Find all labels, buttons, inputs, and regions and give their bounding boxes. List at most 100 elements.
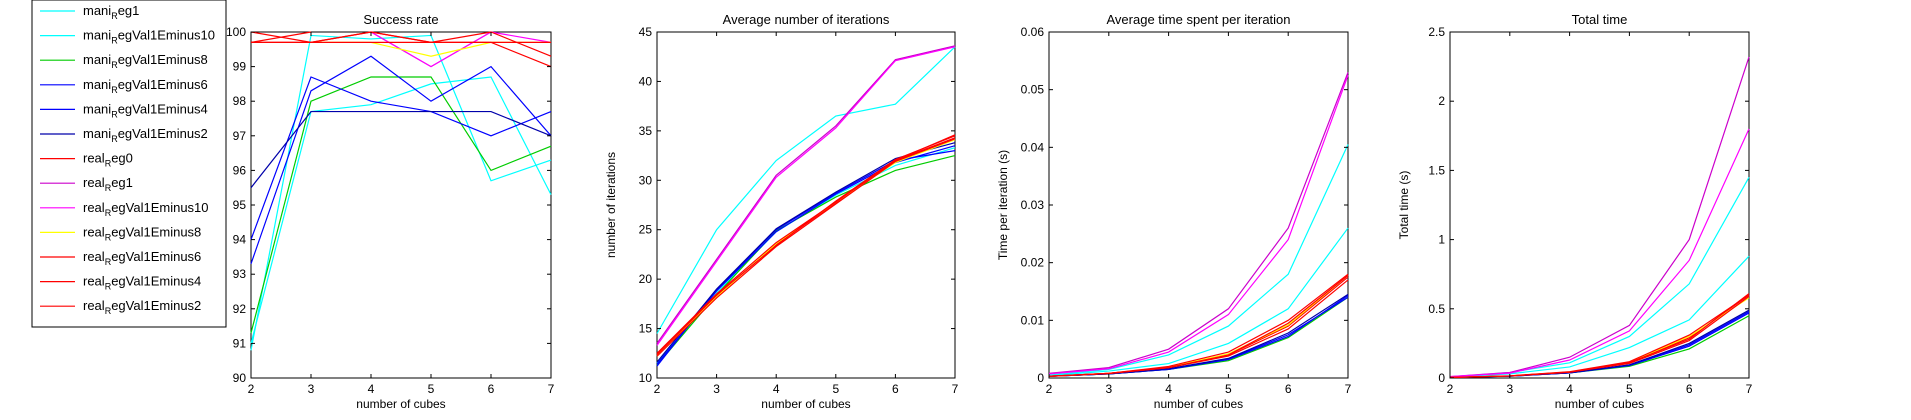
x-tick-label: 4 <box>1165 382 1172 396</box>
x-tick-label: 7 <box>1345 382 1352 396</box>
plot-area <box>656 31 956 379</box>
series-line-7 <box>656 137 956 356</box>
y-tick-label: 0 <box>1037 371 1044 385</box>
series-line-3 <box>250 76 552 334</box>
y-tick-label: 0.01 <box>1021 313 1045 327</box>
chart-title: Average number of iterations <box>723 12 890 27</box>
y-axis-label: Time per iteration (s) <box>996 150 1010 260</box>
plot-area <box>1449 31 1750 379</box>
x-tick-label: 2 <box>1046 382 1053 396</box>
series-line-13 <box>1449 294 1750 379</box>
x-tick-label: 5 <box>428 382 435 396</box>
y-tick-label: 25 <box>639 223 653 237</box>
legend-entry-label: maniRegVal1Eminus8 <box>83 52 208 70</box>
chart-1: 2 3 4 5 6 7 90 91 92 93 94 95 96 97 98 99 100 Success rat… <box>226 12 555 411</box>
x-tick-label: 3 <box>1506 382 1513 396</box>
x-tick-label: 7 <box>1746 382 1753 396</box>
y-tick-label: 30 <box>639 173 653 187</box>
series-line-5 <box>250 76 552 240</box>
x-tick-label: 4 <box>773 382 780 396</box>
series-line-10 <box>311 41 551 57</box>
y-tick-label: 0 <box>1438 371 1445 385</box>
x-tick-label: 2 <box>654 382 661 396</box>
legend-entry-label: realRegVal1Eminus2 <box>83 298 201 316</box>
y-tick-label: 1 <box>1438 233 1445 247</box>
series-line-8 <box>370 31 492 68</box>
legend-entry-label: realRegVal1Eminus4 <box>83 274 201 292</box>
legend-box <box>31 0 227 328</box>
series-line-10 <box>656 139 956 357</box>
series-line-9 <box>656 46 956 346</box>
series-line-13 <box>1048 274 1349 377</box>
x-axis-label: number of cubes <box>356 397 445 411</box>
x-tick-label: 6 <box>892 382 899 396</box>
legend-entry-label: maniRegVal1Eminus2 <box>83 126 208 144</box>
series-line-11 <box>656 135 956 355</box>
y-tick-label: 2.5 <box>1428 25 1445 39</box>
series-line-12 <box>656 138 956 357</box>
series-line-13 <box>251 31 552 68</box>
series-line-12 <box>250 31 552 57</box>
series-line-3 <box>656 154 956 366</box>
legend-entry-label: realRegVal1Eminus10 <box>83 200 209 218</box>
chart-title: Average time spent per iteration <box>1106 12 1290 27</box>
legend-entry-label: realReg1 <box>83 175 133 193</box>
y-tick-label: 93 <box>233 267 247 281</box>
legend-entry-label: maniRegVal1Eminus10 <box>83 28 215 46</box>
y-tick-label: 35 <box>639 124 653 138</box>
series-line-2 <box>1449 177 1750 378</box>
legend-entry-label: maniReg1 <box>83 3 139 21</box>
series-line-4 <box>250 55 552 265</box>
y-tick-label: 1.5 <box>1428 163 1445 177</box>
x-tick-label: 4 <box>368 382 375 396</box>
y-tick-label: 15 <box>639 322 653 336</box>
y-tick-label: 92 <box>233 302 247 316</box>
chart-3: 2 3 4 5 6 7 0 0.01 0.02 0.03 0.04 0.05 0.06 Average t… <box>996 12 1352 411</box>
chart-title: Total time <box>1572 12 1628 27</box>
series-line-1 <box>1048 227 1349 377</box>
series-line-8 <box>656 45 956 344</box>
series-line-8 <box>1449 56 1750 378</box>
x-tick-label: 6 <box>1686 382 1693 396</box>
y-tick-label: 94 <box>233 233 247 247</box>
x-tick-label: 3 <box>1105 382 1112 396</box>
legend-entry-label: realReg0 <box>83 151 133 169</box>
y-tick-label: 96 <box>233 163 247 177</box>
x-axis-label: number of cubes <box>761 397 850 411</box>
y-tick-label: 91 <box>233 336 247 350</box>
y-tick-label: 100 <box>226 25 246 39</box>
series-line-6 <box>250 110 552 189</box>
legend: maniReg1 maniRegVal1Eminus10 maniRegVal1Em… <box>31 0 227 328</box>
chart-4: 2 3 4 5 6 7 0 0.5 1 1.5 2 2.5 Total time number of cu… <box>1397 12 1753 411</box>
y-tick-label: 10 <box>639 371 653 385</box>
series-line-1 <box>656 46 956 334</box>
x-tick-label: 5 <box>1225 382 1232 396</box>
series-line-9 <box>1449 128 1750 378</box>
legend-entry-label: realRegVal1Eminus8 <box>83 224 201 242</box>
y-tick-label: 40 <box>639 74 653 88</box>
chart-title: Success rate <box>363 12 438 27</box>
y-tick-label: 0.05 <box>1021 83 1045 97</box>
series-line-9 <box>1048 75 1349 375</box>
series-line-6 <box>656 142 956 363</box>
y-tick-label: 0.06 <box>1021 25 1045 39</box>
y-tick-label: 90 <box>233 371 247 385</box>
series-line-8 <box>1048 72 1349 374</box>
x-tick-label: 6 <box>488 382 495 396</box>
y-tick-label: 99 <box>233 60 247 74</box>
y-tick-label: 0.5 <box>1428 302 1445 316</box>
x-tick-label: 3 <box>713 382 720 396</box>
x-tick-label: 2 <box>1447 382 1454 396</box>
x-axis-label: number of cubes <box>1555 397 1644 411</box>
series-line-1 <box>1449 255 1750 378</box>
x-tick-label: 3 <box>308 382 315 396</box>
series-line-1 <box>250 34 552 351</box>
series-line-6 <box>1048 293 1349 377</box>
y-axis-label: Total time (s) <box>1397 171 1411 240</box>
y-tick-label: 97 <box>233 129 247 143</box>
series-line-2 <box>250 76 552 344</box>
x-axis-label: number of cubes <box>1154 397 1243 411</box>
y-tick-label: 2 <box>1438 94 1445 108</box>
x-tick-label: 5 <box>1626 382 1633 396</box>
y-tick-label: 95 <box>233 198 247 212</box>
